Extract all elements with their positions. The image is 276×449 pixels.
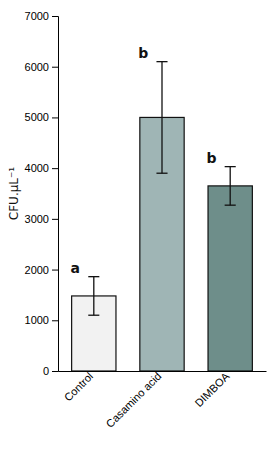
x-axis: ControlCasamino acid DIMBOA bbox=[59, 369, 267, 429]
y-tick: 0 bbox=[43, 365, 58, 377]
y-tick-label: 1000 bbox=[25, 314, 49, 326]
x-tick: Casamino acid bbox=[103, 370, 163, 430]
error-bar bbox=[88, 277, 99, 316]
y-tick: 1000 bbox=[25, 314, 58, 326]
error-bar-cap bbox=[225, 166, 236, 167]
y-tick-mark bbox=[52, 219, 58, 220]
y-axis-line bbox=[52, 17, 59, 372]
bar bbox=[208, 186, 252, 371]
significance-label: a bbox=[70, 260, 79, 276]
y-tick-mark bbox=[52, 371, 58, 372]
x-tick: Control bbox=[62, 370, 96, 404]
significance-labels: a b b bbox=[70, 45, 216, 276]
chart: 0 1000 2000 3000 4000 5000 6000 7000 ControlCasa… bbox=[0, 0, 276, 449]
y-tick-label: 7000 bbox=[25, 10, 49, 22]
error-bar bbox=[156, 62, 167, 174]
y-tick-label: 5000 bbox=[25, 111, 49, 123]
y-axis: 0 1000 2000 3000 4000 5000 6000 7000 bbox=[25, 10, 59, 377]
significance-label: b bbox=[207, 150, 217, 166]
error-bar-cap bbox=[156, 173, 167, 174]
error-bar-cap bbox=[156, 61, 167, 62]
error-bar-cap bbox=[88, 315, 99, 316]
x-tick: DIMBOA bbox=[192, 369, 232, 409]
y-tick: 3000 bbox=[25, 213, 58, 225]
error-bar-cap bbox=[88, 276, 99, 277]
y-tick-label: 3000 bbox=[25, 213, 49, 225]
x-axis-line bbox=[59, 371, 267, 372]
x-tick-label: DIMBOA bbox=[192, 369, 232, 409]
plot: 0 1000 2000 3000 4000 5000 6000 7000 ControlCasa… bbox=[25, 10, 267, 430]
y-axis-title: CFU.μL⁻¹ bbox=[7, 167, 21, 221]
significance-label: b bbox=[138, 45, 148, 61]
y-tick: 7000 bbox=[25, 10, 58, 22]
x-tick-label: Control bbox=[62, 370, 96, 404]
y-tick-label: 4000 bbox=[25, 162, 49, 174]
y-tick-mark bbox=[52, 67, 58, 68]
marks bbox=[72, 62, 253, 371]
y-tick: 5000 bbox=[25, 111, 58, 123]
y-tick-mark bbox=[52, 16, 58, 17]
y-tick-mark bbox=[52, 168, 58, 169]
y-tick-mark bbox=[52, 270, 58, 271]
y-tick-mark bbox=[52, 117, 58, 118]
x-tick-label: Casamino acid bbox=[103, 370, 163, 430]
y-tick-mark bbox=[52, 320, 58, 321]
y-tick-label: 6000 bbox=[25, 61, 49, 73]
y-tick: 4000 bbox=[25, 162, 58, 174]
y-tick: 6000 bbox=[25, 61, 58, 73]
error-bar bbox=[225, 167, 236, 206]
error-bar-stem bbox=[161, 62, 162, 174]
error-bar-cap bbox=[225, 205, 236, 206]
error-bar-stem bbox=[230, 167, 231, 206]
error-bar-stem bbox=[93, 277, 94, 316]
y-tick-label: 2000 bbox=[25, 264, 49, 276]
y-tick-label: 0 bbox=[43, 365, 49, 377]
y-tick: 2000 bbox=[25, 264, 58, 276]
